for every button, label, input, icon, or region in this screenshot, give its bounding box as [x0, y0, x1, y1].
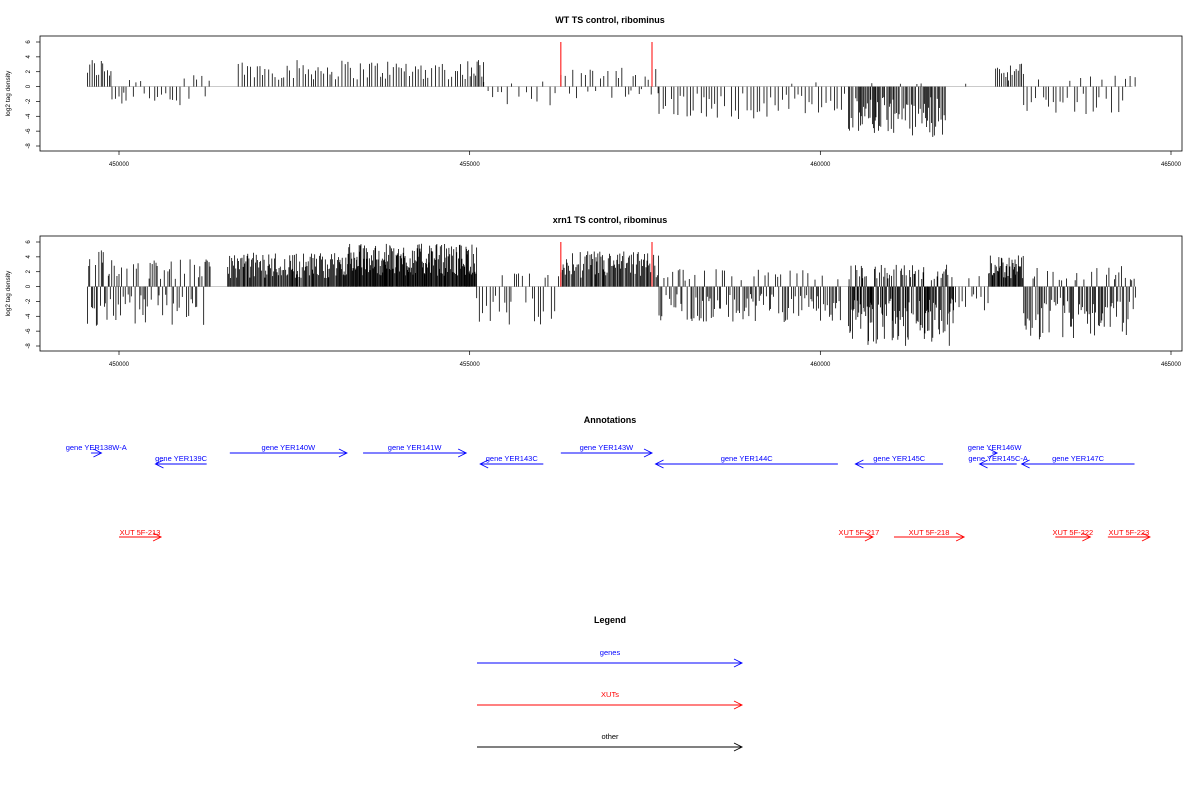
plot-frame: [39, 35, 1183, 152]
annotations-panel: Annotations gene YER138W-A gene YER139C ge…: [66, 415, 1151, 542]
legend-label: other: [601, 732, 619, 741]
gene-arrow: [363, 448, 468, 458]
y-tick-label: 6: [26, 240, 32, 244]
xut-arrow: [1107, 532, 1151, 542]
y-tick-label: -4: [26, 313, 32, 319]
x-tick-label: 465000: [1161, 162, 1182, 168]
legend-panel: Legend genes XUTs other: [477, 615, 744, 752]
gene-label: gene YER140W: [262, 443, 317, 452]
gene-arrow: [654, 459, 838, 469]
gene-label: gene YER147C: [1052, 454, 1105, 463]
legend-label: XUTs: [601, 690, 619, 699]
xut-arrow: [844, 532, 874, 542]
gene-label: gene YER146W: [968, 443, 1023, 452]
x-tick-label: 460000: [810, 362, 831, 368]
gene-label: gene YER139C: [155, 454, 208, 463]
xut-label: XUT 5F-222: [1052, 528, 1093, 537]
x-tick-label: 450000: [109, 362, 130, 368]
y-tick-label: 0: [26, 284, 32, 288]
gene-arrow: [154, 459, 207, 469]
gene-arrow: [560, 448, 654, 458]
xut-arrow: [1055, 532, 1092, 542]
gene-arrow: [229, 448, 348, 458]
y-tick-label: -8: [26, 143, 32, 149]
xut-label: XUT 5F-218: [909, 528, 950, 537]
gene-arrow: [1020, 459, 1135, 469]
gene-arrow: [854, 459, 944, 469]
xut-label: XUT 5F-223: [1109, 528, 1150, 537]
y-tick-label: -2: [26, 298, 32, 304]
gene-label: gene YER143C: [486, 454, 539, 463]
y-tick-label: -2: [26, 98, 32, 104]
gene-label: gene YER141W: [388, 443, 443, 452]
y-tick-label: -6: [26, 328, 32, 334]
track-title-xrn1: xrn1 TS control, ribominus: [553, 215, 668, 225]
xut-arrow: [119, 532, 163, 542]
y-tick-label: 6: [26, 40, 32, 44]
legend-title: Legend: [594, 615, 626, 625]
gene-label: gene YER138W-A: [66, 443, 127, 452]
plot-frame: [39, 235, 1183, 352]
y-tick-label: 2: [26, 269, 32, 273]
gene-arrow: [479, 459, 544, 469]
y-tick-label: -8: [26, 343, 32, 349]
x-tick-label: 450000: [109, 162, 130, 168]
x-tick-label: 465000: [1161, 362, 1182, 368]
y-tick-label: 2: [26, 69, 32, 73]
gene-label: gene YER145C-A: [968, 454, 1027, 463]
density-bars: [87, 60, 1136, 137]
track-xrn1: xrn1 TS control, ribominus 6 4 2 0 -2 -4 -6 -8 l…: [5, 215, 1183, 368]
gene-label: gene YER143W: [580, 443, 635, 452]
gene-label: gene YER144C: [721, 454, 774, 463]
legend-label: genes: [600, 648, 621, 657]
xut-arrow: [893, 532, 966, 542]
y-tick-label: -4: [26, 113, 32, 119]
legend-arrow-other: [477, 742, 744, 752]
y-tick-label: 0: [26, 84, 32, 88]
track-title-wt: WT TS control, ribominus: [555, 15, 665, 25]
legend-arrow-genes: [477, 658, 744, 668]
x-tick-label: 455000: [460, 162, 481, 168]
density-bars: [87, 243, 1136, 346]
gene-arrow: [988, 448, 999, 458]
annotations-title: Annotations: [584, 415, 637, 425]
legend-arrow-xuts: [477, 700, 744, 710]
y-tick-label: 4: [26, 255, 32, 259]
y-axis-label: log2 tag density: [5, 270, 12, 316]
gene-label: gene YER145C: [873, 454, 926, 463]
y-axis-label: log2 tag density: [5, 70, 12, 116]
xut-label: XUT 5F-217: [839, 528, 880, 537]
track-wt: WT TS control, ribominus 6 4 2 0 -2 -4 -6 -8 log…: [5, 15, 1183, 168]
gene-arrow: [978, 459, 1017, 469]
x-tick-label: 455000: [460, 362, 481, 368]
y-tick-label: -6: [26, 128, 32, 134]
y-tick-label: 4: [26, 55, 32, 59]
x-tick-label: 460000: [810, 162, 831, 168]
gene-arrow: [90, 448, 103, 458]
xut-label: XUT 5F-213: [120, 528, 161, 537]
